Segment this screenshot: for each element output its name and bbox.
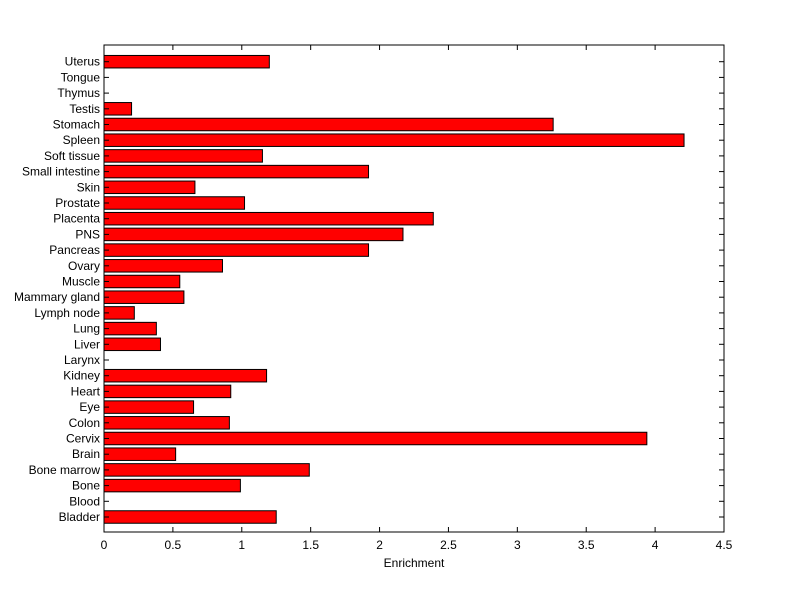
y-tick-label-small-intestine: Small intestine — [22, 165, 100, 179]
bar-bone-marrow — [103, 463, 310, 477]
bar-spleen — [103, 133, 685, 147]
y-tick-label-soft-tissue: Soft tissue — [44, 149, 100, 163]
bar-bladder — [103, 510, 277, 524]
bar-kidney — [103, 368, 268, 383]
y-tick-label-larynx: Larynx — [64, 353, 100, 367]
y-tick-label-ovary: Ovary — [68, 259, 100, 273]
y-tick-label-uterus: Uterus — [65, 55, 100, 69]
bar-muscle — [103, 274, 181, 289]
y-tick-label-spleen: Spleen — [63, 133, 100, 147]
x-tick-label-9: 4.5 — [716, 538, 733, 552]
y-tick-label-cervix: Cervix — [66, 432, 100, 446]
bar-lung — [103, 321, 157, 336]
bar-pancreas — [103, 243, 370, 257]
y-tick-label-lymph-node: Lymph node — [34, 306, 100, 320]
y-tick-label-thymus: Thymus — [57, 86, 100, 100]
y-tick-label-liver: Liver — [74, 337, 100, 351]
bar-skin — [103, 180, 196, 195]
y-tick-label-blood: Blood — [69, 494, 100, 508]
bar-liver — [103, 337, 161, 352]
x-tick-label-6: 3 — [514, 538, 521, 552]
x-tick-label-2: 1 — [238, 538, 245, 552]
x-tick-label-5: 2.5 — [440, 538, 457, 552]
y-tick-label-mammary-gland: Mammary gland — [14, 290, 100, 304]
x-axis-title: Enrichment — [384, 556, 445, 570]
bar-brain — [103, 447, 177, 461]
y-tick-label-kidney: Kidney — [63, 369, 100, 383]
bar-bone — [103, 478, 241, 493]
y-tick-label-tongue: Tongue — [61, 70, 101, 84]
x-tick-label-3: 1.5 — [302, 538, 319, 552]
y-tick-label-lung: Lung — [73, 322, 100, 336]
y-tick-label-skin: Skin — [77, 180, 100, 194]
bar-small-intestine — [103, 164, 370, 179]
x-tick-label-4: 2 — [376, 538, 383, 552]
bar-ovary — [103, 259, 223, 273]
bar-prostate — [103, 196, 246, 210]
y-tick-label-prostate: Prostate — [55, 196, 100, 210]
y-tick-label-bone-marrow: Bone marrow — [29, 463, 101, 477]
bar-stomach — [103, 117, 554, 132]
bar-heart — [103, 384, 232, 399]
y-tick-label-placenta: Placenta — [53, 212, 100, 226]
x-tick-label-7: 3.5 — [578, 538, 595, 552]
x-tick-label-1: 0.5 — [165, 538, 182, 552]
plot-frame — [103, 44, 725, 533]
y-tick-label-testis: Testis — [69, 102, 100, 116]
y-tick-label-heart: Heart — [71, 384, 101, 398]
y-tick-label-pns: PNS — [75, 227, 100, 241]
y-tick-label-brain: Brain — [72, 447, 100, 461]
bar-soft-tissue — [103, 149, 263, 163]
bar-uterus — [103, 54, 270, 69]
bar-placenta — [103, 211, 434, 226]
x-tick-label-8: 4 — [652, 538, 659, 552]
y-tick-label-bladder: Bladder — [59, 510, 100, 524]
bar-eye — [103, 400, 195, 414]
bar-pns — [103, 227, 404, 242]
bar-cervix — [103, 431, 648, 446]
x-axis: 0 0.5 1 1.5 2 2.5 3 3.5 4 4.5 — [101, 45, 733, 552]
bar-colon — [103, 416, 230, 430]
bar-mammary-gland — [103, 290, 185, 304]
y-tick-label-stomach: Stomach — [53, 118, 100, 132]
y-tick-label-colon: Colon — [69, 416, 100, 430]
y-tick-label-muscle: Muscle — [62, 275, 100, 289]
y-tick-label-eye: Eye — [79, 400, 100, 414]
x-tick-label-0: 0 — [101, 538, 108, 552]
y-tick-label-pancreas: Pancreas — [49, 243, 100, 257]
y-tick-label-bone: Bone — [72, 479, 100, 493]
